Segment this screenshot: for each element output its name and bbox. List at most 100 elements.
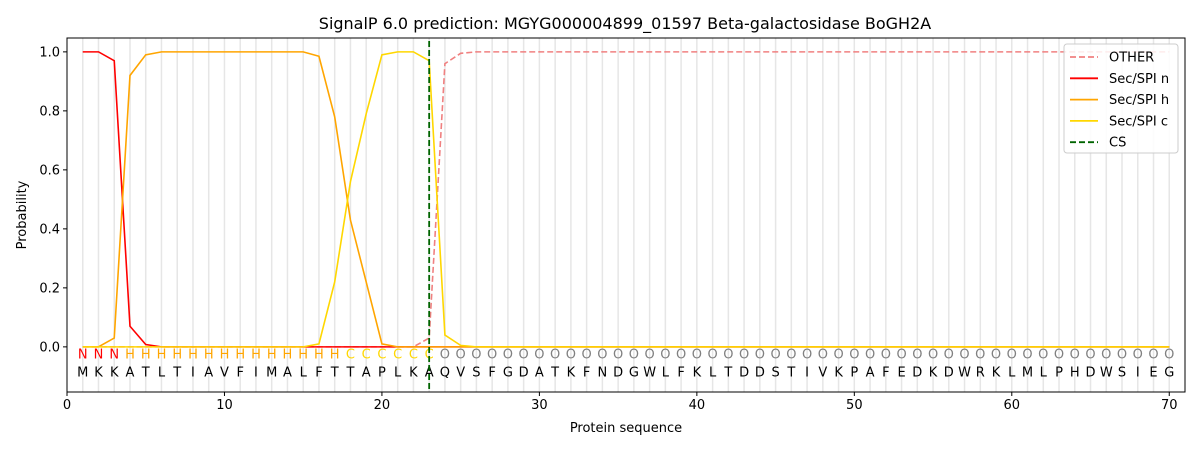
legend-label: Sec/SPI n	[1109, 72, 1169, 87]
y-tick-label: 0.8	[39, 104, 60, 119]
region-label: O	[896, 348, 906, 363]
region-label: O	[471, 348, 481, 363]
region-label: O	[1007, 348, 1017, 363]
region-label: O	[770, 348, 780, 363]
region-label: O	[975, 348, 985, 363]
region-label: O	[1054, 348, 1064, 363]
x-tick-label: 10	[216, 398, 233, 413]
legend-label: Sec/SPI c	[1109, 114, 1168, 129]
region-label: H	[267, 348, 277, 363]
region-label: H	[314, 348, 324, 363]
x-tick-label: 0	[63, 398, 71, 413]
y-tick-label: 0.4	[39, 222, 60, 237]
region-label: O	[991, 348, 1001, 363]
region-label: C	[362, 348, 371, 363]
region-label: H	[204, 348, 214, 363]
region-label: O	[692, 348, 702, 363]
region-label: O	[707, 348, 717, 363]
legend: OTHER Sec/SPI n Sec/SPI h Sec/SPI c CS	[1063, 43, 1179, 154]
region-label: H	[141, 348, 151, 363]
region-label: O	[550, 348, 560, 363]
region-label: O	[833, 348, 843, 363]
region-label: H	[251, 348, 261, 363]
region-label: N	[78, 348, 88, 363]
region-label: O	[818, 348, 828, 363]
y-tick-label: 0.0	[39, 340, 60, 355]
x-tick-label: 30	[531, 398, 548, 413]
region-label: O	[519, 348, 529, 363]
series-line-sec-spi-c	[82, 51, 1170, 348]
region-label: C	[393, 348, 402, 363]
y-axis-label: Probability	[15, 180, 30, 249]
region-label: O	[1101, 348, 1111, 363]
region-label: N	[109, 348, 119, 363]
x-tick-label: 60	[1004, 398, 1021, 413]
legend-label: OTHER	[1109, 51, 1154, 66]
x-tick-label: 20	[374, 398, 391, 413]
legend-label: CS	[1109, 136, 1126, 151]
region-label: H	[157, 348, 167, 363]
region-label: O	[660, 348, 670, 363]
region-label: O	[645, 348, 655, 363]
y-tick-label: 1.0	[39, 45, 60, 60]
y-tick-label: 0.6	[39, 163, 60, 178]
region-label: O	[440, 348, 450, 363]
region-label: C	[409, 348, 418, 363]
region-label: O	[802, 348, 812, 363]
region-label: O	[912, 348, 922, 363]
region-label: O	[1038, 348, 1048, 363]
y-tick-label: 0.2	[39, 281, 60, 296]
region-label: O	[1164, 348, 1174, 363]
region-label: O	[755, 348, 765, 363]
x-axis-label: Protein sequence	[570, 421, 682, 436]
region-label: O	[1070, 348, 1080, 363]
region-label: C	[425, 348, 434, 363]
series-line-sec-spi-h	[82, 51, 1170, 348]
region-label: H	[298, 348, 308, 363]
legend-box	[1063, 43, 1179, 154]
region-label: O	[1133, 348, 1143, 363]
x-tick-label: 50	[846, 398, 863, 413]
region-label: O	[487, 348, 497, 363]
region-label: O	[566, 348, 576, 363]
region-label: O	[786, 348, 796, 363]
chart-title: SignalP 6.0 prediction: MGYG000004899_01…	[319, 14, 931, 34]
region-label: H	[235, 348, 245, 363]
region-label: O	[1117, 348, 1127, 363]
region-label: O	[1022, 348, 1032, 363]
region-label: H	[172, 348, 182, 363]
region-label: H	[330, 348, 340, 363]
series-line-sec-spi-n	[82, 51, 1170, 348]
plot-frame	[66, 37, 1186, 393]
region-label: C	[377, 348, 386, 363]
region-label: O	[881, 348, 891, 363]
legend-label: Sec/SPI h	[1109, 93, 1169, 108]
region-label: O	[928, 348, 938, 363]
region-label: O	[582, 348, 592, 363]
x-tick-label: 40	[689, 398, 706, 413]
region-label: O	[865, 348, 875, 363]
region-label: O	[597, 348, 607, 363]
region-label: O	[959, 348, 969, 363]
region-label: O	[456, 348, 466, 363]
residue-sequence: MKKATLTIAVFIMALFTTAPLKAQVSFGDATKFNDGWLFK…	[77, 365, 1174, 380]
region-label: O	[629, 348, 639, 363]
series-line-other	[82, 51, 1170, 348]
x-tick-label: 70	[1161, 398, 1178, 413]
region-label: O	[1085, 348, 1095, 363]
region-label: O	[503, 348, 513, 363]
region-label: O	[739, 348, 749, 363]
region-label: O	[676, 348, 686, 363]
region-label: O	[613, 348, 623, 363]
region-label: O	[1148, 348, 1158, 363]
region-label: O	[849, 348, 859, 363]
region-label: H	[220, 348, 230, 363]
region-label: N	[94, 348, 104, 363]
region-label: H	[188, 348, 198, 363]
region-label: O	[944, 348, 954, 363]
region-label: H	[125, 348, 135, 363]
region-label: H	[283, 348, 293, 363]
region-label: O	[534, 348, 544, 363]
region-label: C	[346, 348, 355, 363]
